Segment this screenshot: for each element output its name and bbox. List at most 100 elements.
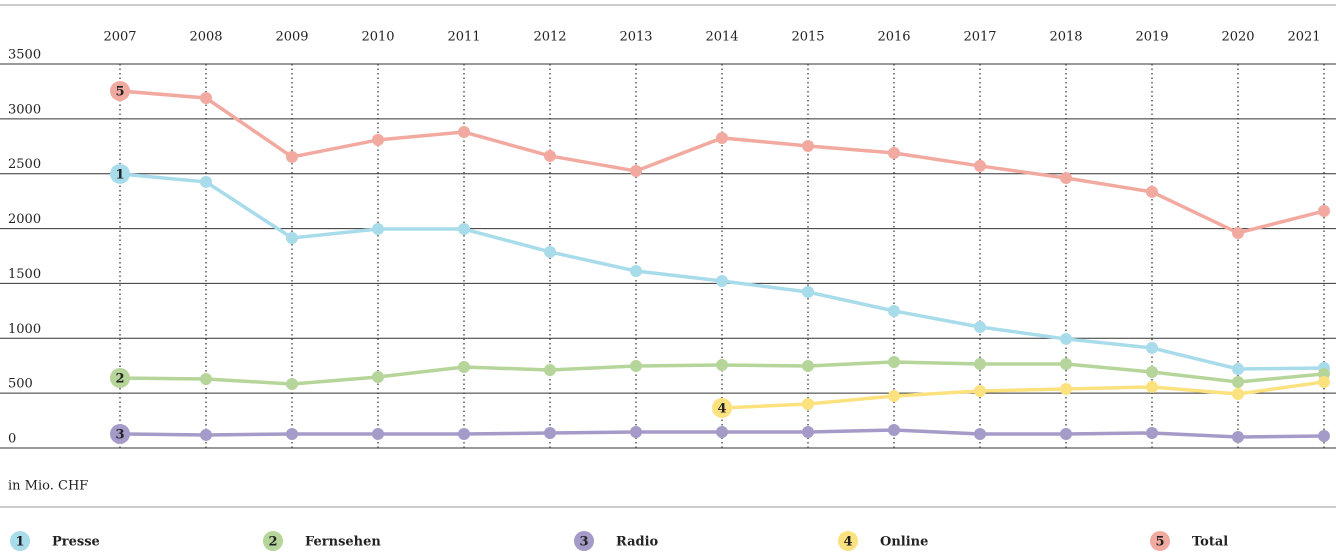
legend-label: Fernsehen (305, 535, 381, 550)
point (630, 360, 642, 373)
point (888, 304, 900, 317)
point (1232, 431, 1244, 444)
start-point (110, 163, 130, 184)
x-tick-label: 2021 (1287, 30, 1320, 45)
point (1146, 426, 1158, 439)
point (1318, 205, 1330, 218)
start-point (110, 368, 130, 389)
series-line (721, 380, 1325, 410)
point (544, 426, 556, 439)
y-tick-label: 3500 (8, 48, 41, 63)
series-line (119, 89, 1325, 235)
legend-number: 2 (268, 535, 277, 550)
x-tick-label: 2009 (275, 30, 308, 45)
point (200, 372, 212, 385)
x-tick-label: 2016 (877, 30, 910, 45)
x-tick-label: 2020 (1221, 30, 1254, 45)
point (802, 285, 814, 298)
point (372, 223, 384, 236)
legend-badge (263, 531, 283, 551)
point (372, 427, 384, 440)
y-tick-label: 0 (8, 432, 16, 447)
legend-badge (838, 531, 858, 551)
point (1318, 375, 1330, 388)
point (630, 164, 642, 177)
point (1060, 332, 1072, 345)
point (1146, 365, 1158, 378)
point (802, 398, 814, 411)
point (544, 149, 556, 162)
point (1060, 357, 1072, 370)
x-tick-label: 2008 (189, 30, 222, 45)
point (630, 425, 642, 438)
series-badge: 1 (115, 167, 124, 182)
point (1232, 388, 1244, 401)
point (716, 358, 728, 371)
point (200, 92, 212, 105)
point (716, 425, 728, 438)
point (458, 126, 470, 139)
point (372, 133, 384, 146)
point (1146, 341, 1158, 354)
legend-badge (574, 531, 594, 551)
point (1232, 363, 1244, 376)
y-tick-label: 3000 (8, 102, 41, 117)
x-tick-label: 2013 (619, 30, 652, 45)
x-tick-label: 2019 (1135, 30, 1168, 45)
point (544, 245, 556, 258)
point (1060, 382, 1072, 395)
point (974, 320, 986, 333)
legend-badge (1150, 531, 1170, 551)
point (888, 424, 900, 437)
legend-number: 5 (1155, 535, 1164, 550)
point (716, 275, 728, 288)
point (1232, 375, 1244, 388)
point (286, 232, 298, 245)
point (802, 139, 814, 152)
y-tick-label: 500 (8, 377, 33, 392)
point (1146, 380, 1158, 393)
point (544, 363, 556, 376)
series-badge: 4 (717, 401, 726, 416)
point (286, 427, 298, 440)
point (974, 384, 986, 397)
point (802, 360, 814, 373)
point (974, 427, 986, 440)
legend-label: Presse (52, 535, 100, 550)
legend-label: Online (880, 535, 928, 550)
legend-label: Radio (616, 535, 659, 550)
point (1232, 226, 1244, 239)
point (458, 223, 470, 236)
y-tick-label: 1500 (8, 267, 41, 282)
series-badge: 2 (115, 372, 124, 387)
point (974, 159, 986, 172)
point (1146, 185, 1158, 198)
start-point (712, 397, 732, 418)
x-tick-label: 2017 (963, 30, 996, 45)
point (458, 361, 470, 374)
point (888, 146, 900, 159)
x-tick-label: 2010 (361, 30, 394, 45)
legend-number: 4 (843, 535, 852, 550)
point (1060, 171, 1072, 184)
x-tick-label: 2014 (705, 30, 738, 45)
x-tick-label: 2011 (447, 30, 480, 45)
y-tick-label: 2000 (8, 212, 41, 227)
legend-number: 3 (579, 535, 588, 550)
unit-label: in Mio. CHF (8, 479, 88, 494)
point (1318, 430, 1330, 443)
legend-number: 1 (15, 535, 24, 550)
point (802, 425, 814, 438)
point (888, 389, 900, 402)
x-tick-label: 2007 (103, 30, 136, 45)
y-tick-label: 2500 (8, 157, 41, 172)
point (974, 357, 986, 370)
point (888, 355, 900, 368)
point (200, 175, 212, 188)
series-badge: 3 (115, 427, 124, 442)
point (1060, 427, 1072, 440)
x-tick-label: 2012 (533, 30, 566, 45)
point (372, 371, 384, 384)
x-tick-label: 2015 (791, 30, 824, 45)
